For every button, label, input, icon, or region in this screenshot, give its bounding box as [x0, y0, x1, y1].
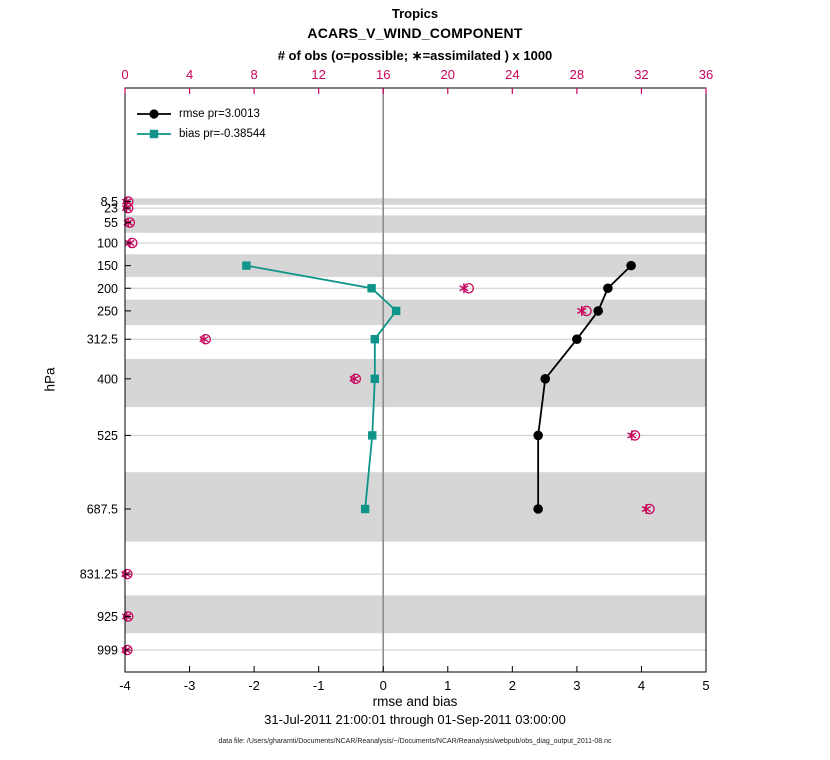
obs-assimilated-marker: [459, 283, 469, 294]
x-tick-label: 5: [702, 678, 709, 693]
x-tick-label: -4: [119, 678, 131, 693]
x-tick-label: -1: [313, 678, 325, 693]
y-tick-label: 55: [104, 216, 118, 230]
timespan-label: 31-Jul-2011 21:00:01 through 01-Sep-2011…: [264, 712, 566, 727]
bias-legend-point: [149, 129, 159, 139]
bias-point: [368, 431, 377, 440]
x-tick-label: 2: [509, 678, 516, 693]
y-tick-label: 831.25: [80, 568, 118, 582]
obs-possible-marker: [122, 202, 134, 214]
y-tick-label: 200: [97, 282, 118, 296]
x-tick-label: 4: [638, 678, 645, 693]
legend-item-bias: bias pr=-0.38544: [136, 124, 266, 144]
rmse-point: [626, 260, 636, 271]
rmse-point: [540, 374, 551, 384]
obs-assimilated-marker: [349, 373, 359, 384]
obs-possible-marker: [122, 644, 133, 656]
x-tick-label: 3: [573, 678, 580, 693]
obs-possible-marker: [122, 568, 133, 580]
chart-title: Tropics: [391, 6, 439, 21]
rmse-point: [533, 504, 543, 514]
x-axis-label: rmse and bias: [372, 694, 458, 709]
bias-point: [370, 374, 380, 384]
rmse-legend-label: rmse pr=3.0013: [179, 108, 260, 120]
obs-assimilated-marker: [641, 504, 651, 514]
chart-subtitle: ACARS_V_WIND_COMPONENT: [307, 25, 523, 41]
level-band: [125, 595, 706, 634]
y-axis-label: hPa: [42, 367, 58, 392]
x-tick-label: 0: [380, 678, 387, 693]
plot-border: [124, 87, 707, 673]
y-tick-label: 525: [97, 429, 118, 443]
obs-axis-label: # of obs (o=possible; ∗=assimilated ) x …: [277, 48, 553, 63]
legend: rmse pr=3.0013 bias pr=-0.38544: [136, 104, 266, 144]
rmse-legend-point: [149, 109, 159, 119]
bias-point: [391, 306, 401, 316]
y-tick-label: 100: [97, 236, 118, 250]
rmse-legend-marker: [137, 109, 171, 119]
bias-point: [367, 284, 376, 293]
y-tick-label: 999: [97, 644, 118, 658]
level-band: [125, 359, 706, 408]
obs-tick-label: 20: [441, 67, 455, 82]
obs-tick-label: 28: [570, 67, 584, 82]
x-tick-label: -2: [248, 678, 260, 693]
obs-possible-marker: [122, 196, 134, 207]
datafile-label: data file: /Users/gharamti/Documents/NCA…: [218, 738, 612, 745]
obs-tick-label: 32: [634, 67, 648, 82]
obs-tick-label: 0: [121, 67, 128, 82]
y-tick-label: 400: [97, 372, 118, 386]
bias-point: [370, 335, 380, 344]
legend-item-rmse: rmse pr=3.0013: [136, 104, 266, 124]
level-band: [125, 254, 706, 277]
obs-tick-label: 36: [699, 67, 713, 82]
bias-point: [360, 504, 370, 514]
level-band: [125, 472, 706, 542]
obs-possible-marker: [122, 611, 134, 622]
obs-assimilated-marker: [577, 305, 587, 316]
obs-tick-label: 4: [186, 67, 193, 82]
rmse-point: [533, 430, 543, 441]
bias-legend-label: bias pr=-0.38544: [179, 128, 266, 140]
obs-tick-label: 24: [505, 67, 519, 82]
x-tick-label: 1: [444, 678, 451, 693]
y-tick-label: 312.5: [87, 333, 118, 347]
obs-tick-label: 8: [250, 67, 257, 82]
y-tick-label: 687.5: [87, 503, 118, 517]
rmse-point: [572, 334, 582, 345]
obs-possible-marker: [200, 333, 211, 345]
obs-possible-marker: [350, 373, 362, 385]
rmse-point: [603, 283, 613, 294]
y-tick-label: 23: [104, 202, 118, 216]
x-tick-label: -3: [184, 678, 196, 693]
level-band: [125, 198, 706, 205]
obs-tick-label: 16: [376, 67, 390, 82]
level-band: [125, 215, 706, 233]
obs-tick-label: 12: [311, 67, 325, 82]
obs-assimilated-marker: [627, 430, 637, 441]
bias-legend-marker: [137, 129, 171, 139]
bias-point: [242, 261, 251, 270]
rmse-point: [593, 306, 603, 316]
obs-assimilated-marker: [199, 334, 209, 345]
y-tick-label: 250: [97, 304, 118, 318]
y-tick-label: 8.5: [101, 195, 118, 209]
y-tick-label: 925: [97, 610, 118, 624]
level-band: [125, 299, 706, 326]
y-tick-label: 150: [97, 259, 118, 273]
